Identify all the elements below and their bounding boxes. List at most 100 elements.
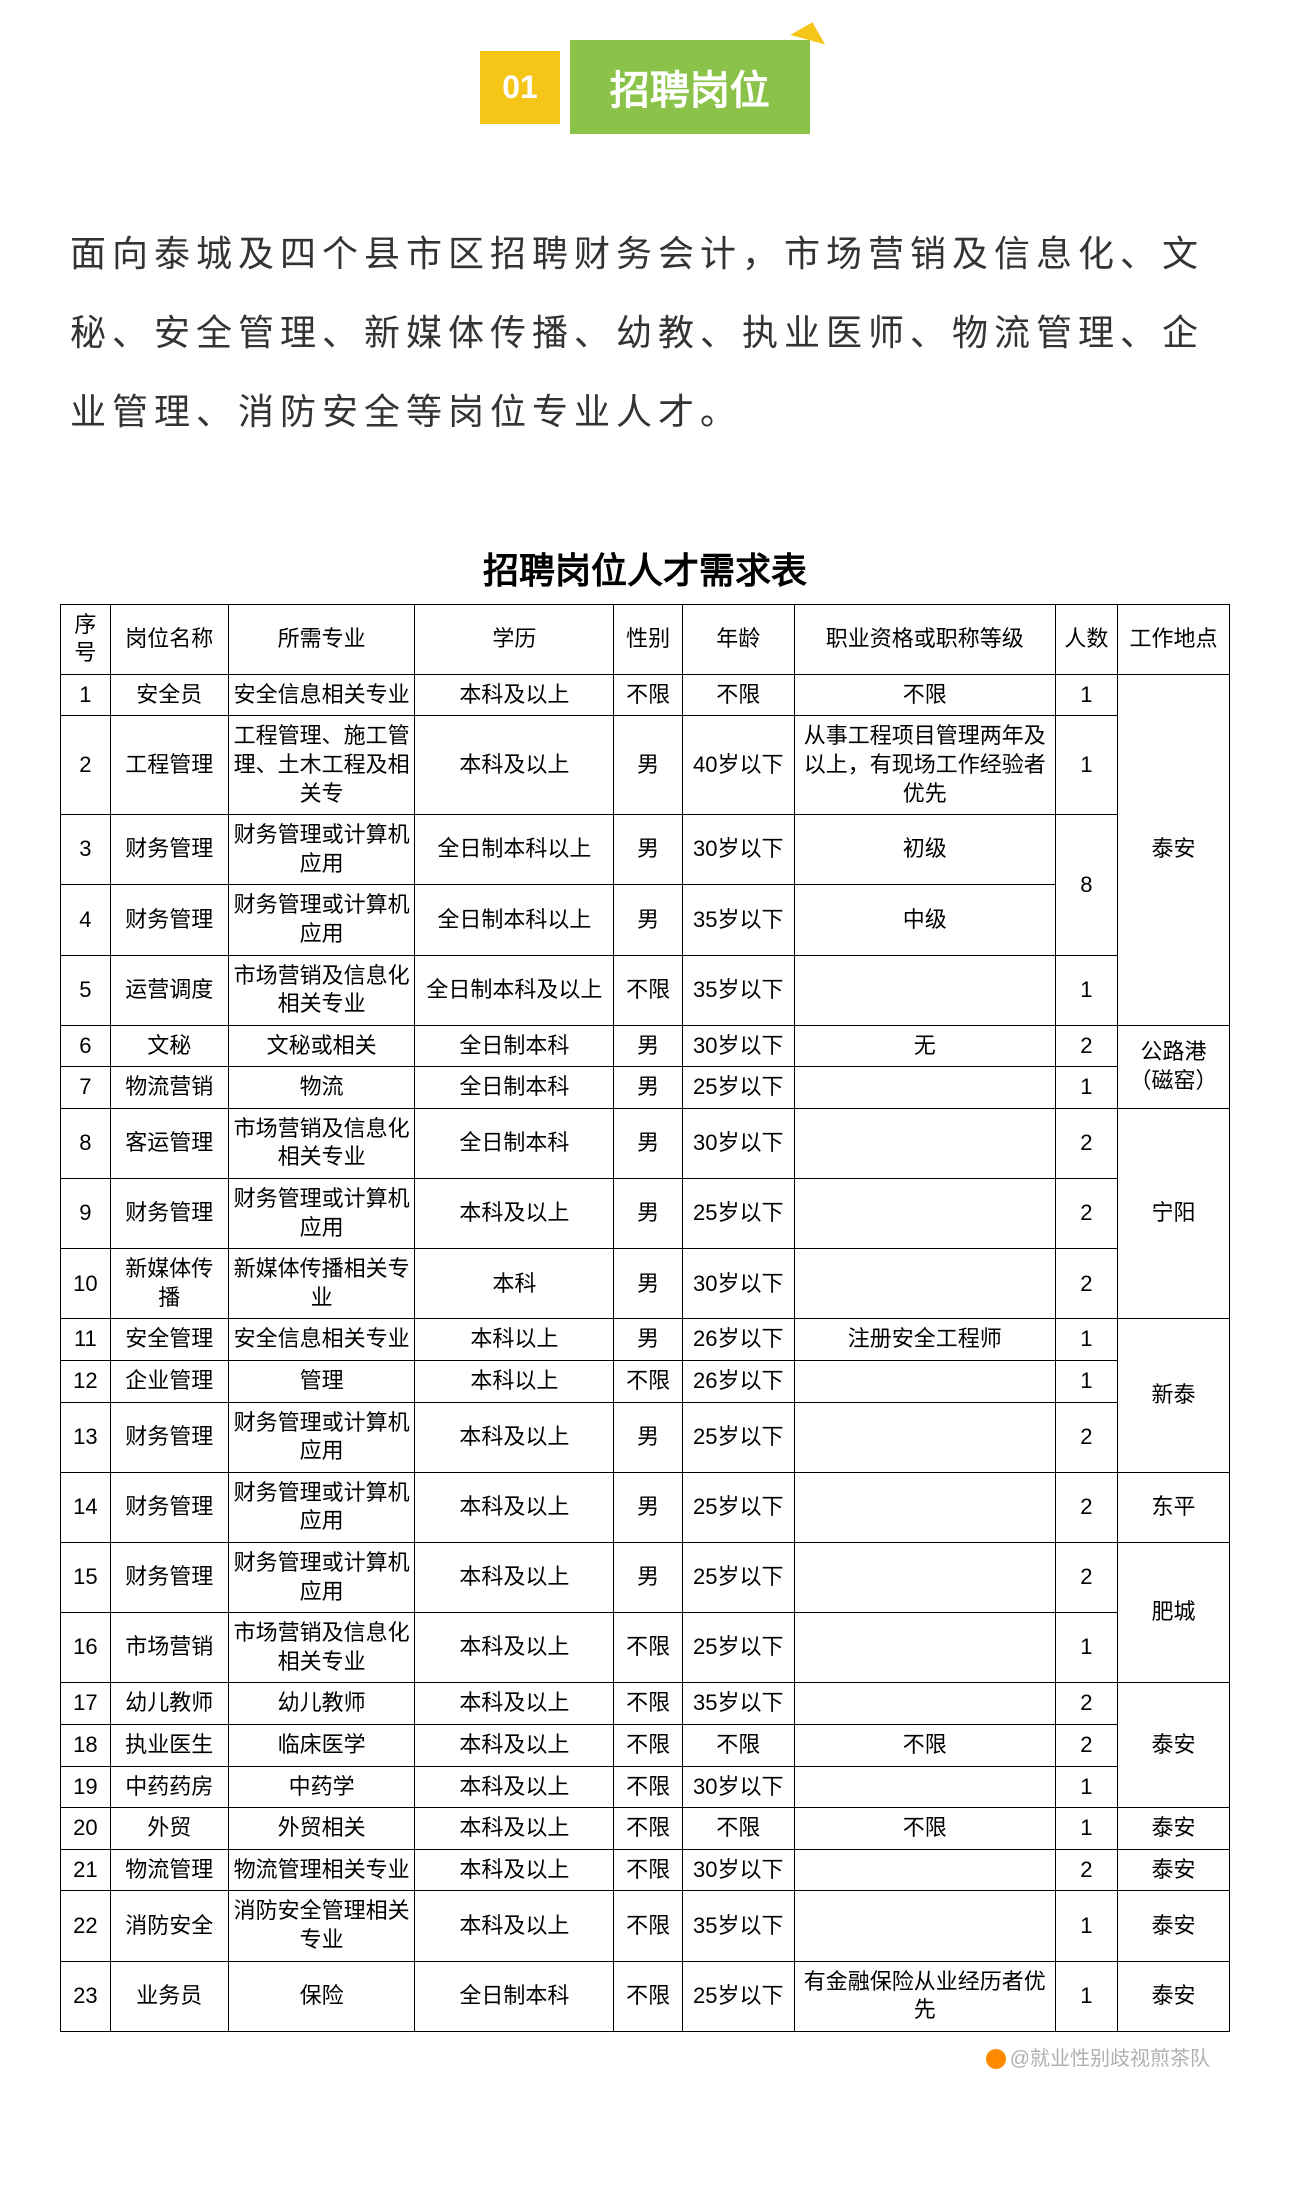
cell-location: 泰安 xyxy=(1118,1683,1230,1808)
cell-education: 本科以上 xyxy=(415,1361,614,1403)
cell-major: 安全信息相关专业 xyxy=(228,1319,415,1361)
cell-seq: 2 xyxy=(61,716,111,815)
cell-seq: 23 xyxy=(61,1961,111,2031)
cell-qualification xyxy=(794,955,1055,1025)
section-number: 01 xyxy=(480,51,560,124)
cell-qualification xyxy=(794,1249,1055,1319)
cell-major: 物流 xyxy=(228,1067,415,1109)
table-body: 1 安全员 安全信息相关专业 本科及以上 不限 不限 不限 1 泰安 2 工程管… xyxy=(61,674,1230,2031)
cell-position: 物流管理 xyxy=(110,1849,228,1891)
cell-gender: 男 xyxy=(614,815,682,885)
cell-major: 财务管理或计算机应用 xyxy=(228,1543,415,1613)
cell-seq: 16 xyxy=(61,1613,111,1683)
cell-location: 泰安 xyxy=(1118,1849,1230,1891)
cell-count: 2 xyxy=(1055,1249,1117,1319)
cell-count: 2 xyxy=(1055,1108,1117,1178)
cell-age: 不限 xyxy=(682,1808,794,1850)
cell-count: 1 xyxy=(1055,1319,1117,1361)
cell-count: 1 xyxy=(1055,1891,1117,1961)
table-row: 23 业务员 保险 全日制本科 不限 25岁以下 有金融保险从业经历者优先 1 … xyxy=(61,1961,1230,2031)
cell-seq: 13 xyxy=(61,1402,111,1472)
cell-major: 财务管理或计算机应用 xyxy=(228,1179,415,1249)
cell-qualification: 从事工程项目管理两年及以上，有现场工作经验者优先 xyxy=(794,716,1055,815)
cell-qualification xyxy=(794,1543,1055,1613)
cell-age: 30岁以下 xyxy=(682,1025,794,1067)
cell-major: 市场营销及信息化相关专业 xyxy=(228,1108,415,1178)
cell-age: 25岁以下 xyxy=(682,1613,794,1683)
cell-position: 中药药房 xyxy=(110,1766,228,1808)
cell-gender: 不限 xyxy=(614,1361,682,1403)
cell-count: 1 xyxy=(1055,1613,1117,1683)
cell-major: 文秘或相关 xyxy=(228,1025,415,1067)
cell-education: 本科及以上 xyxy=(415,1849,614,1891)
cell-age: 30岁以下 xyxy=(682,815,794,885)
cell-qualification xyxy=(794,1402,1055,1472)
cell-education: 本科 xyxy=(415,1249,614,1319)
cell-count: 2 xyxy=(1055,1683,1117,1725)
cell-qualification xyxy=(794,1683,1055,1725)
cell-count: 2 xyxy=(1055,1402,1117,1472)
cell-age: 26岁以下 xyxy=(682,1361,794,1403)
cell-seq: 15 xyxy=(61,1543,111,1613)
cell-position: 财务管理 xyxy=(110,1402,228,1472)
cell-location: 泰安 xyxy=(1118,1891,1230,1961)
cell-position: 外贸 xyxy=(110,1808,228,1850)
cell-education: 全日制本科 xyxy=(415,1108,614,1178)
intro-paragraph: 面向泰城及四个县市区招聘财务会计，市场营销及信息化、文秘、安全管理、新媒体传播、… xyxy=(60,214,1230,452)
cell-age: 26岁以下 xyxy=(682,1319,794,1361)
cell-count: 2 xyxy=(1055,1472,1117,1542)
cell-position: 工程管理 xyxy=(110,716,228,815)
section-title: 招聘岗位 xyxy=(570,40,810,134)
cell-major: 财务管理或计算机应用 xyxy=(228,1402,415,1472)
cell-gender: 不限 xyxy=(614,1961,682,2031)
cell-major: 新媒体传播相关专业 xyxy=(228,1249,415,1319)
cell-seq: 21 xyxy=(61,1849,111,1891)
cell-count: 2 xyxy=(1055,1025,1117,1067)
cell-gender: 不限 xyxy=(614,1808,682,1850)
cell-qualification xyxy=(794,1361,1055,1403)
cell-gender: 不限 xyxy=(614,1891,682,1961)
cell-major: 市场营销及信息化相关专业 xyxy=(228,1613,415,1683)
cell-education: 本科及以上 xyxy=(415,1543,614,1613)
cell-education: 全日制本科 xyxy=(415,1067,614,1109)
cell-location: 肥城 xyxy=(1118,1543,1230,1683)
watermark: @就业性别歧视煎茶队 xyxy=(60,2042,1230,2071)
th-count: 人数 xyxy=(1055,604,1117,674)
recruitment-table: 序号 岗位名称 所需专业 学历 性别 年龄 职业资格或职称等级 人数 工作地点 … xyxy=(60,604,1230,2032)
cell-qualification: 不限 xyxy=(794,1724,1055,1766)
cell-gender: 男 xyxy=(614,1249,682,1319)
cell-count: 2 xyxy=(1055,1724,1117,1766)
cell-education: 本科及以上 xyxy=(415,716,614,815)
cell-education: 本科及以上 xyxy=(415,1808,614,1850)
cell-position: 市场营销 xyxy=(110,1613,228,1683)
cell-age: 35岁以下 xyxy=(682,1891,794,1961)
th-position: 岗位名称 xyxy=(110,604,228,674)
cell-count: 2 xyxy=(1055,1179,1117,1249)
cell-seq: 20 xyxy=(61,1808,111,1850)
table-row: 14 财务管理 财务管理或计算机应用 本科及以上 男 25岁以下 2 东平 xyxy=(61,1472,1230,1542)
table-row: 16 市场营销 市场营销及信息化相关专业 本科及以上 不限 25岁以下 1 xyxy=(61,1613,1230,1683)
cell-qualification: 有金融保险从业经历者优先 xyxy=(794,1961,1055,2031)
table-row: 4 财务管理 财务管理或计算机应用 全日制本科以上 男 35岁以下 中级 xyxy=(61,885,1230,955)
cell-age: 35岁以下 xyxy=(682,1683,794,1725)
cell-location: 东平 xyxy=(1118,1472,1230,1542)
cell-gender: 不限 xyxy=(614,1613,682,1683)
cell-seq: 4 xyxy=(61,885,111,955)
cell-age: 30岁以下 xyxy=(682,1849,794,1891)
cell-count: 2 xyxy=(1055,1543,1117,1613)
cell-seq: 12 xyxy=(61,1361,111,1403)
cell-age: 30岁以下 xyxy=(682,1249,794,1319)
cell-age: 25岁以下 xyxy=(682,1961,794,2031)
cell-count: 1 xyxy=(1055,1766,1117,1808)
cell-position: 消防安全 xyxy=(110,1891,228,1961)
cell-location: 新泰 xyxy=(1118,1319,1230,1472)
table-row: 1 安全员 安全信息相关专业 本科及以上 不限 不限 不限 1 泰安 xyxy=(61,674,1230,716)
table-row: 15 财务管理 财务管理或计算机应用 本科及以上 男 25岁以下 2 肥城 xyxy=(61,1543,1230,1613)
cell-gender: 男 xyxy=(614,1108,682,1178)
cell-position: 执业医生 xyxy=(110,1724,228,1766)
cell-position: 幼儿教师 xyxy=(110,1683,228,1725)
cell-qualification xyxy=(794,1849,1055,1891)
cell-gender: 男 xyxy=(614,1319,682,1361)
cell-gender: 男 xyxy=(614,1543,682,1613)
cell-position: 财务管理 xyxy=(110,1472,228,1542)
